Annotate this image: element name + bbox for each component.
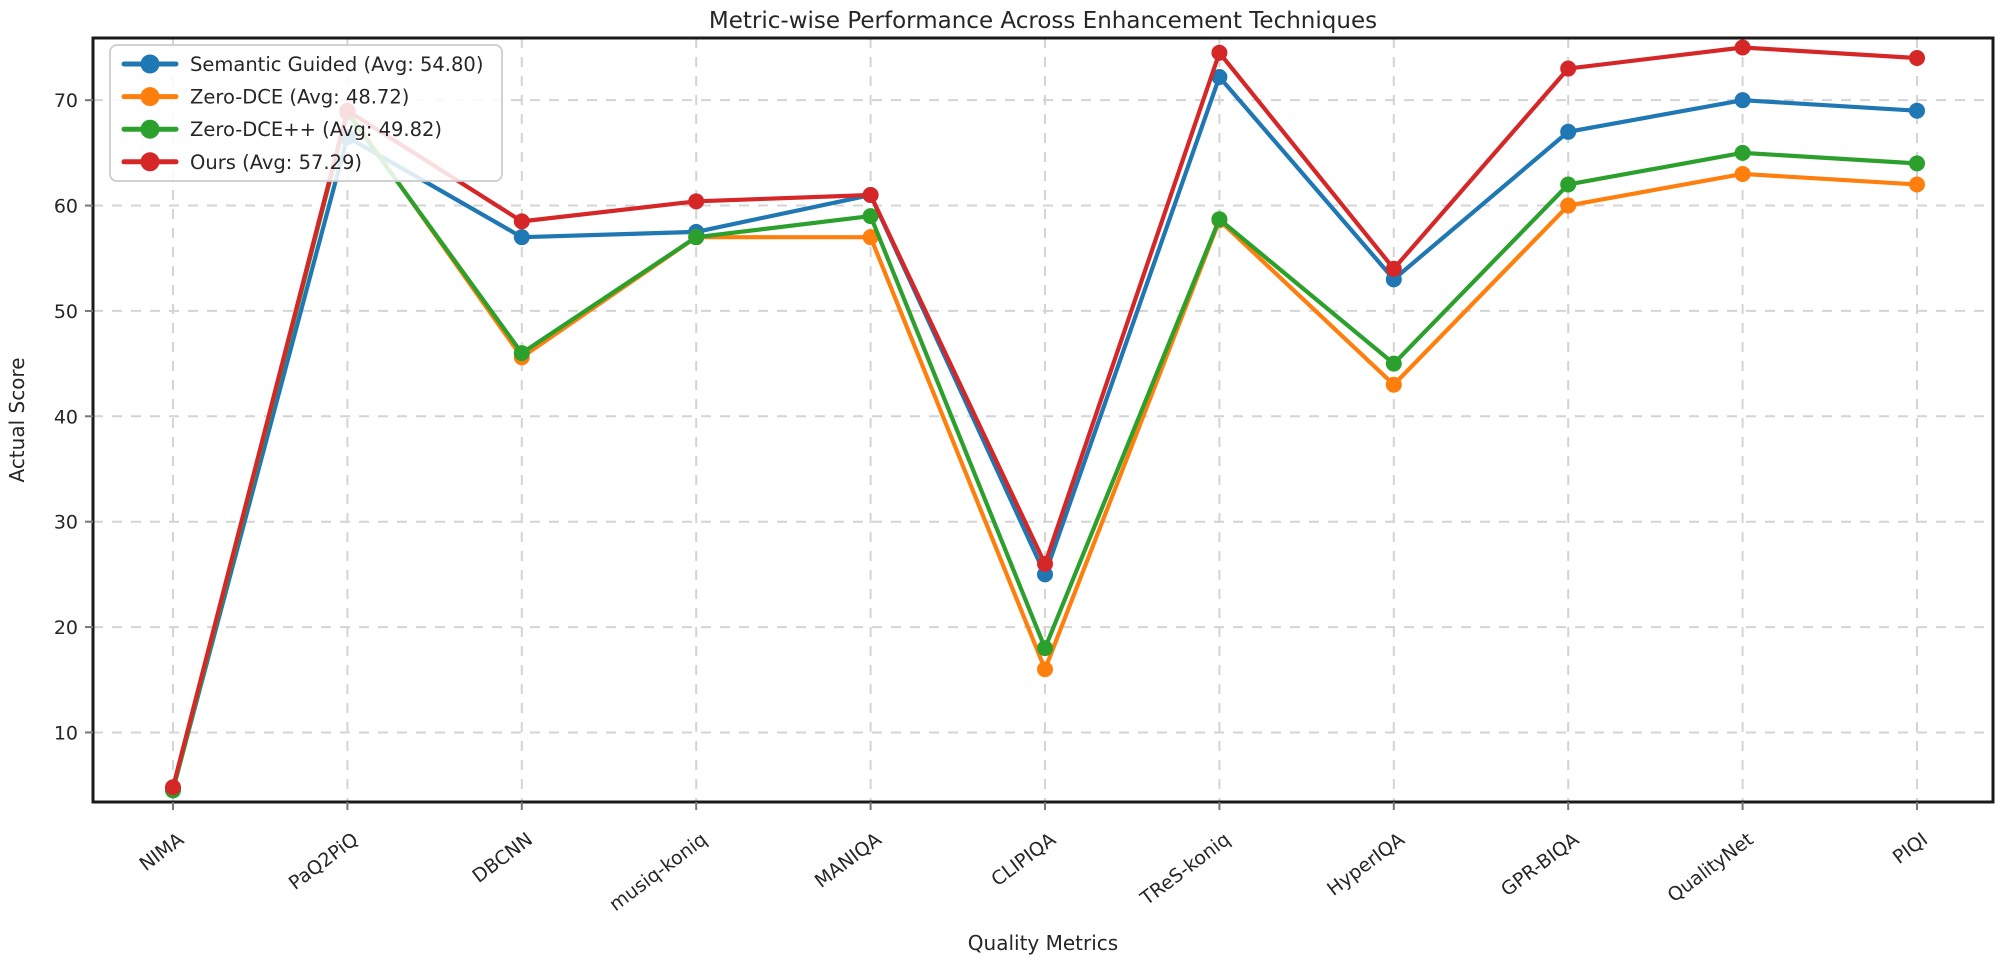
y-tick-label: 40 bbox=[54, 406, 78, 428]
data-point-zero-dce-maniqa bbox=[862, 229, 879, 246]
data-point-semantic-guided-gpr-biqa bbox=[1560, 123, 1577, 140]
data-point-ours-tres-koniq bbox=[1211, 44, 1228, 61]
data-point-semantic-guided-qualitynet bbox=[1734, 92, 1751, 109]
data-point-ours-hyperiqa bbox=[1385, 260, 1402, 277]
legend-item-zero-dce: Zero-DCE++ (Avg: 49.82) bbox=[121, 118, 442, 141]
data-point-zero-dce-gpr-biqa bbox=[1560, 176, 1577, 193]
data-point-semantic-guided-tres-koniq bbox=[1211, 68, 1228, 85]
data-point-zero-dce-qualitynet bbox=[1734, 165, 1751, 182]
x-tick-label: GPR-BIQA bbox=[1497, 828, 1583, 901]
data-point-ours-musiq-koniq bbox=[688, 193, 705, 210]
data-point-semantic-guided-dbcnn bbox=[513, 229, 530, 246]
data-point-zero-dce-dbcnn bbox=[513, 345, 530, 362]
legend-item-zero-dce: Zero-DCE (Avg: 48.72) bbox=[121, 86, 409, 109]
data-point-semantic-guided-piqi bbox=[1909, 102, 1925, 119]
chart-title: Metric-wise Performance Across Enhanceme… bbox=[709, 8, 1377, 34]
legend-label: Zero-DCE (Avg: 48.72) bbox=[190, 86, 409, 109]
y-tick-label: 60 bbox=[54, 196, 78, 218]
legend-box bbox=[109, 44, 503, 182]
data-point-zero-dce-tres-koniq bbox=[1211, 211, 1228, 228]
y-axis-label: Actual Score bbox=[5, 357, 29, 482]
data-point-ours-gpr-biqa bbox=[1560, 60, 1577, 77]
legend-label: Ours (Avg: 57.29) bbox=[190, 151, 362, 174]
series-zero-dce bbox=[165, 104, 1925, 799]
legend-marker-sample bbox=[140, 119, 160, 139]
x-tick-label: CLIPIQA bbox=[987, 828, 1060, 890]
x-tick-label: DBCNN bbox=[468, 828, 536, 887]
data-point-zero-dce-hyperiqa bbox=[1385, 376, 1402, 393]
legend: Semantic Guided (Avg: 54.80) Zero-DCE (Av… bbox=[109, 44, 503, 182]
series-ours bbox=[165, 39, 1925, 796]
x-tick-label: NIMA bbox=[135, 828, 188, 875]
data-point-zero-dce-maniqa bbox=[862, 208, 879, 225]
data-point-zero-dce-hyperiqa bbox=[1385, 355, 1402, 372]
legend-label: Semantic Guided (Avg: 54.80) bbox=[190, 53, 483, 76]
legend-item-semantic-guided: Semantic Guided (Avg: 54.80) bbox=[121, 53, 483, 76]
plot-border bbox=[91, 36, 1995, 804]
data-point-zero-dce-gpr-biqa bbox=[1560, 197, 1577, 214]
legend-label: Zero-DCE++ (Avg: 49.82) bbox=[190, 118, 442, 141]
x-tick-label: HyperIQA bbox=[1323, 828, 1409, 900]
data-point-ours-qualitynet bbox=[1734, 39, 1751, 56]
y-tick-label: 20 bbox=[54, 617, 78, 639]
data-point-zero-dce-clipiqa bbox=[1037, 661, 1053, 678]
x-tick-label: QualityNet bbox=[1664, 828, 1758, 907]
x-tick-label: MANIQA bbox=[811, 828, 886, 892]
grid-layer bbox=[93, 38, 1993, 802]
legend-item-ours: Ours (Avg: 57.29) bbox=[121, 151, 362, 174]
data-point-zero-dce-clipiqa bbox=[1037, 640, 1053, 657]
data-point-zero-dce-piqi bbox=[1909, 155, 1925, 172]
series-layer bbox=[165, 39, 1925, 799]
data-point-zero-dce-qualitynet bbox=[1734, 144, 1751, 161]
x-tick-label: TReS-koniq bbox=[1136, 828, 1235, 910]
y-tick-label: 70 bbox=[54, 90, 78, 112]
x-axis-label: Quality Metrics bbox=[968, 931, 1118, 955]
legend-marker-sample bbox=[140, 54, 160, 74]
y-tick-label: 50 bbox=[54, 301, 78, 323]
data-point-zero-dce-musiq-koniq bbox=[688, 229, 705, 246]
legend-marker-sample bbox=[140, 152, 160, 172]
data-point-ours-piqi bbox=[1909, 50, 1925, 67]
data-point-ours-maniqa bbox=[862, 187, 879, 204]
data-point-zero-dce-piqi bbox=[1909, 176, 1925, 193]
x-tick-label: PaQ2PiQ bbox=[285, 828, 363, 894]
x-tick-label: musiq-koniq bbox=[605, 828, 711, 915]
y-tick-label: 10 bbox=[54, 722, 78, 744]
legend-marker-sample bbox=[140, 87, 160, 107]
series-line-semantic-guided bbox=[170, 74, 1920, 792]
data-point-ours-dbcnn bbox=[513, 213, 530, 230]
data-point-ours-nima bbox=[165, 779, 181, 796]
axes-spines bbox=[91, 36, 1995, 804]
tick-layer: 10 20 30 40 50 60 70 NIMA PaQ2PiQ DBCNN musiq-koni… bbox=[54, 90, 1932, 916]
y-tick-label: 30 bbox=[54, 512, 78, 534]
data-point-ours-clipiqa bbox=[1037, 555, 1053, 572]
x-tick-label: PIQI bbox=[1889, 828, 1932, 868]
